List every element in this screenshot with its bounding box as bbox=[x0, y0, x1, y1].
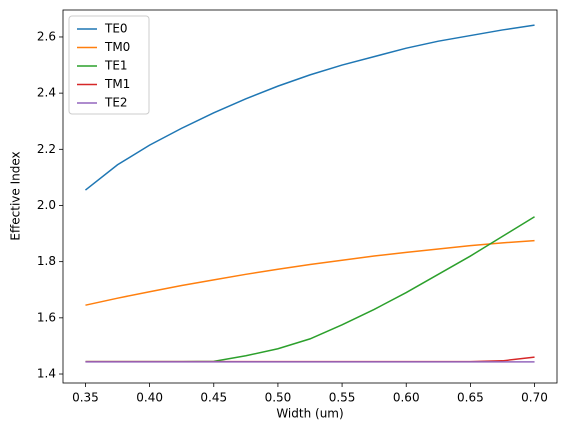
legend-label: TE1 bbox=[104, 59, 128, 73]
y-tick-label: 2.0 bbox=[37, 198, 56, 212]
legend-label: TE0 bbox=[104, 22, 128, 36]
y-tick-label: 1.8 bbox=[37, 254, 56, 268]
x-tick-label: 0.55 bbox=[329, 391, 356, 405]
y-axis-label: Effective Index bbox=[9, 151, 23, 240]
y-tick-label: 1.6 bbox=[37, 310, 56, 324]
y-tick-label: 2.6 bbox=[37, 29, 56, 43]
x-tick-label: 0.40 bbox=[136, 391, 163, 405]
legend-label: TM0 bbox=[104, 40, 130, 54]
x-tick-label: 0.50 bbox=[265, 391, 292, 405]
series-line bbox=[85, 216, 535, 363]
x-tick-label: 0.45 bbox=[200, 391, 227, 405]
legend-box bbox=[68, 15, 150, 115]
series-line bbox=[85, 239, 535, 306]
x-tick-label: 0.65 bbox=[457, 391, 484, 405]
series-line bbox=[84, 24, 535, 191]
x-tick-label: 0.60 bbox=[393, 391, 420, 405]
y-tick-label: 2.4 bbox=[37, 86, 56, 100]
y-tick-label: 2.2 bbox=[37, 142, 56, 156]
x-tick-label: 0.70 bbox=[521, 391, 548, 405]
legend-label: TM1 bbox=[104, 77, 130, 91]
y-tick-label: 1.4 bbox=[37, 367, 56, 381]
x-axis-label: Width (um) bbox=[276, 407, 343, 421]
series-line bbox=[85, 356, 535, 363]
legend-label: TE2 bbox=[104, 96, 128, 110]
axes-frame bbox=[62, 9, 558, 384]
x-tick-label: 0.35 bbox=[72, 391, 99, 405]
